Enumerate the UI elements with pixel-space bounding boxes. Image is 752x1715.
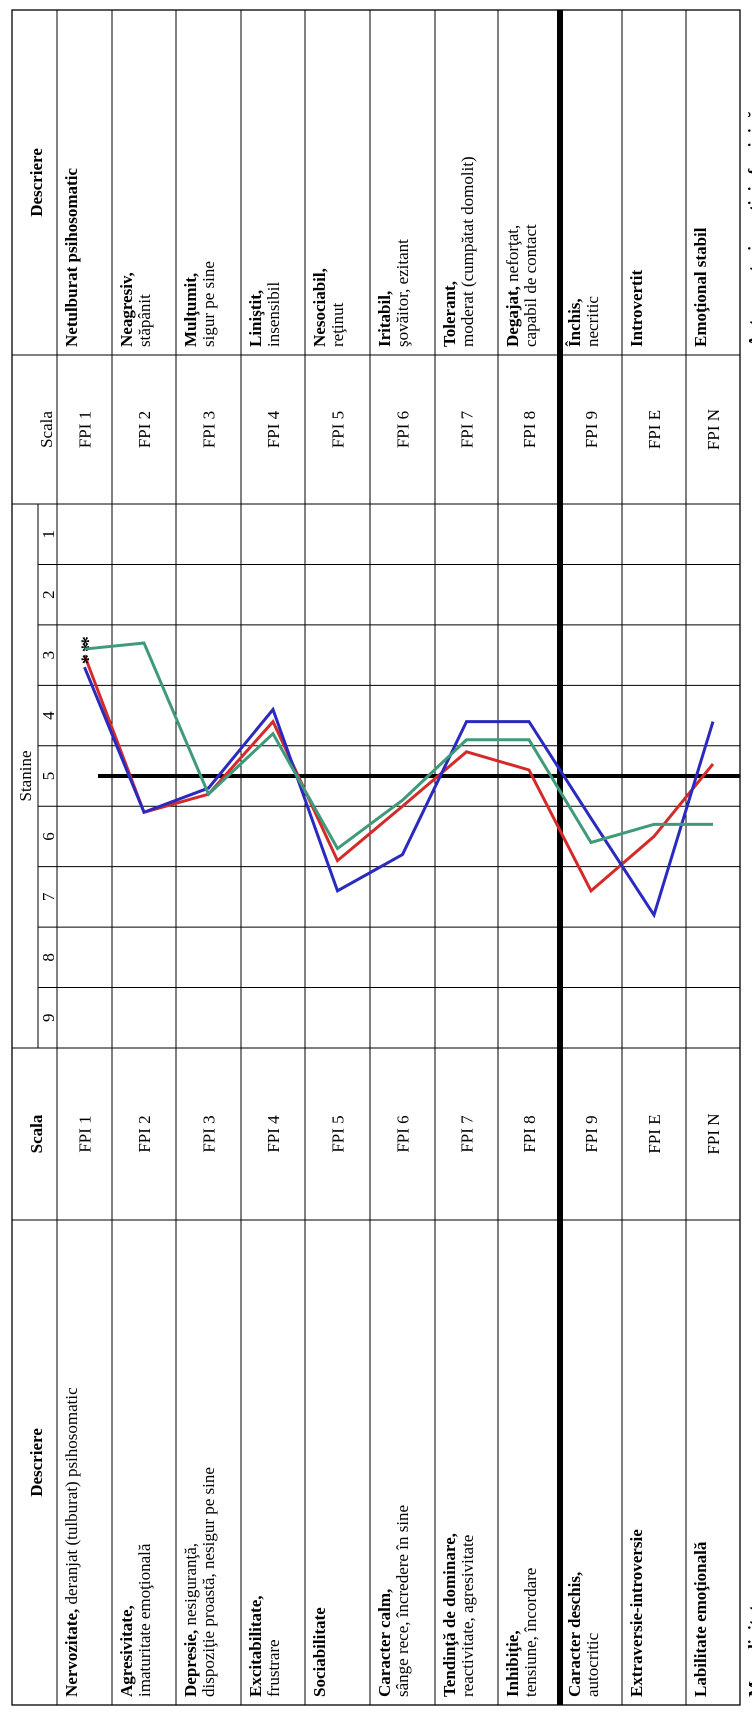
row-right-subtext: capabil de contact	[521, 224, 540, 347]
left-description-header: Descriere	[27, 1428, 46, 1497]
row-left-description: Depresie, nesiguranţă,	[181, 1543, 200, 1697]
row-right-scale: FPI 4	[264, 410, 283, 448]
row-right-subtext: reţinut	[328, 302, 347, 347]
profile-marker-1: *	[78, 642, 100, 652]
row-left-description: Tendinţă de dominare,	[440, 1533, 459, 1697]
row-left-subtext: dispoziţie proastă, nesigur pe sine	[199, 1467, 218, 1697]
row-right-scale: FPI 8	[520, 411, 539, 448]
row-left-scale: FPI N	[704, 1113, 723, 1154]
row-left-scale: FPI 3	[200, 1115, 219, 1152]
row-left-description: Caracter deschis,	[565, 1572, 584, 1697]
stanine-tick-7: 7	[39, 892, 58, 901]
row-left-subtext: tensiune, încordare	[521, 1568, 540, 1697]
row-right-scale: FPI E	[645, 410, 664, 449]
row-right-scale: FPI 1	[76, 411, 95, 448]
row-right-scale: FPI 5	[329, 411, 348, 448]
row-left-subtext: autocritic	[583, 1632, 602, 1697]
right-scale-header: Scala	[37, 411, 56, 448]
row-right-subtext: moderat (cumpătat domolit)	[458, 156, 477, 347]
row-left-description: Masculinitate,	[745, 1594, 752, 1697]
table-border	[11, 9, 741, 1706]
row-right-scale: FPI 2	[135, 411, 154, 448]
row-right-scale: FPI 3	[200, 411, 219, 448]
profile-series-line-2	[83, 666, 715, 919]
row-left-description: Inhibiţie,	[503, 1630, 522, 1697]
profile-marker-3: *	[0, 811, 5, 821]
row-right-description: Liniştit,	[246, 290, 265, 347]
row-left-scale: FPI 9	[582, 1115, 601, 1152]
row-right-description: Degajat, neforţat,	[503, 225, 522, 347]
row-right-scale: FPI 9	[582, 411, 601, 448]
row-left-scale: FPI 6	[394, 1115, 413, 1152]
stanine-header: Stanine	[16, 751, 35, 802]
row-right-description: Iritabil,	[375, 291, 394, 347]
stanine-tick-6: 6	[39, 832, 58, 841]
row-right-subtext: necritic	[583, 296, 602, 347]
row-right-description: Închis,	[565, 298, 584, 347]
row-left-description: Caracter calm,	[375, 1589, 394, 1697]
row-left-subtext: frustrare	[264, 1639, 283, 1697]
row-left-subtext: sânge rece, încredere în sine	[393, 1505, 412, 1697]
row-left-description: Nervozitate, deranjat (tulburat) psihoso…	[62, 1387, 81, 1697]
left-scale-header: Scala	[27, 1114, 46, 1153]
row-left-subtext: reactivitate, agresivitate	[458, 1535, 477, 1697]
row-right-description: Neagresiv,	[117, 272, 136, 347]
row-right-description: Emoţional stabil	[691, 227, 710, 347]
row-left-scale: FPI 8	[520, 1115, 539, 1152]
profile-series-line-3	[84, 641, 713, 851]
row-right-subtext: stăpânit	[135, 294, 154, 347]
row-right-description: Netulburat psihosomatic	[62, 168, 81, 347]
row-left-scale: FPI 5	[329, 1115, 348, 1152]
row-left-scale: FPI 1	[76, 1115, 95, 1152]
stanine-tick-5: 5	[39, 772, 58, 781]
row-left-scale: FPI 4	[264, 1115, 283, 1153]
row-right-subtext: insensibil	[264, 282, 283, 347]
stanine-tick-2: 2	[39, 590, 58, 599]
profile-marker-1: *	[0, 854, 5, 864]
row-right-scale: FPI N	[704, 409, 723, 450]
row-right-description: Nesociabil,	[310, 268, 329, 347]
right-description-header: Descriere	[27, 148, 46, 217]
row-left-description: Sociabilitate	[310, 1607, 329, 1697]
row-left-scale: FPI E	[645, 1114, 664, 1153]
row-left-description: Excitabilitate,	[246, 1595, 265, 1697]
profile-marker-2: *	[78, 654, 100, 664]
profile-marker-3: *	[78, 636, 100, 646]
row-left-subtext: imaturitate emoţională	[135, 1543, 154, 1697]
profile-series-line-1	[83, 654, 715, 894]
stanine-tick-8: 8	[39, 953, 58, 962]
row-right-subtext: sigur pe sine	[199, 261, 218, 347]
row-right-scale: FPI 7	[458, 410, 477, 448]
row-left-scale: FPI 7	[458, 1115, 477, 1153]
row-left-scale: FPI 2	[135, 1115, 154, 1152]
row-right-description: Tolerant,	[440, 281, 459, 347]
row-left-description: Extraversie-introversie	[627, 1529, 646, 1697]
row-right-description: Mulţumit,	[181, 273, 200, 347]
row-right-scale: FPI 6	[394, 411, 413, 448]
row-right-scale: FPI M	[0, 408, 4, 452]
row-left-scale: FPI M	[0, 1112, 4, 1156]
profile-marker-2: *	[0, 842, 5, 852]
row-left-description: Labilitate emoţională	[691, 1541, 710, 1697]
stanine-tick-9: 9	[39, 1014, 58, 1023]
stanine-tick-4: 4	[39, 711, 58, 720]
row-right-subtext: şovăitor, ezitant	[393, 239, 412, 347]
row-left-description: Agresivitate,	[117, 1605, 136, 1697]
row-right-description: Introvertit	[627, 270, 646, 347]
stanine-tick-3: 3	[39, 651, 58, 660]
row-right-description: Autocaracterizare tipic feminină	[745, 110, 752, 347]
stanine-tick-1: 1	[39, 530, 58, 539]
